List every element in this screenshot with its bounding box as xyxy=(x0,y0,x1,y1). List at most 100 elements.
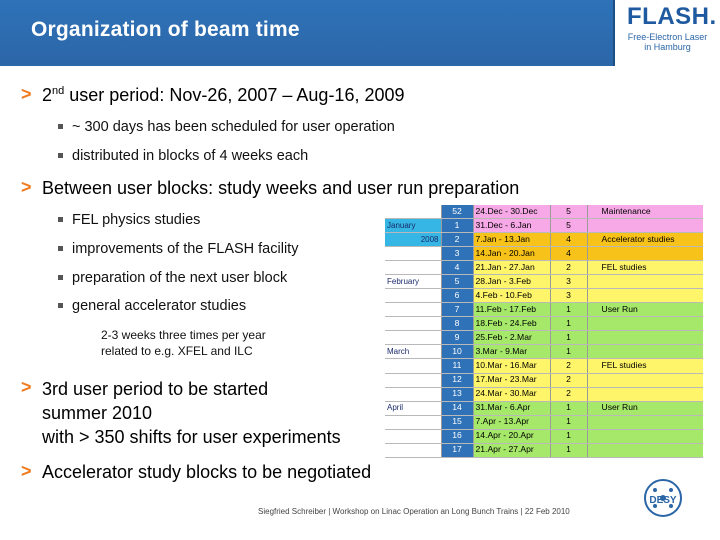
schedule-days-cell: 5 xyxy=(549,218,588,234)
schedule-dates-cell: 17.Mar - 23.Mar xyxy=(473,373,550,388)
third-period-line-1: 3rd user period to be started xyxy=(42,379,269,399)
sub-bullet-accelerator: general accelerator studies xyxy=(72,298,247,314)
schedule-row: 6 4.Feb - 10.Feb 3 xyxy=(385,288,703,304)
schedule-type-cell xyxy=(586,218,703,234)
schedule-dates-cell: 28.Jan - 3.Feb xyxy=(473,274,550,290)
schedule-week-cell: 6 xyxy=(440,288,474,304)
schedule-month-cell: 2008 xyxy=(385,232,441,248)
schedule-month-cell: January xyxy=(385,218,441,234)
square-bullet-icon xyxy=(58,217,63,222)
third-period-line-2: summer 2010 xyxy=(42,403,153,423)
schedule-type-cell xyxy=(586,246,703,262)
schedule-dates-cell: 7.Jan - 13.Jan xyxy=(473,232,550,248)
schedule-row: 12 17.Mar - 23.Mar 2 xyxy=(385,373,703,388)
slide-header: Organization of beam time FLASH. Free-El… xyxy=(0,0,720,66)
note-line-1: 2-3 weeks three times per year xyxy=(101,328,266,342)
third-period-line-3: with > 350 shifts for user experiments xyxy=(42,427,341,447)
schedule-month-cell: February xyxy=(385,274,441,290)
schedule-days-cell: 2 xyxy=(549,260,588,276)
schedule-type-cell xyxy=(586,288,703,304)
schedule-table: 52 24.Dec - 30.Dec 5 Maintenance January 1 31.… xyxy=(385,205,703,459)
schedule-type-cell xyxy=(586,330,703,346)
schedule-dates-cell: 24.Mar - 30.Mar xyxy=(473,387,550,402)
schedule-dates-cell: 14.Apr - 20.Apr xyxy=(473,429,550,444)
schedule-week-cell: 13 xyxy=(440,387,474,402)
schedule-days-cell: 1 xyxy=(549,330,588,346)
schedule-week-cell: 5 xyxy=(440,274,474,290)
schedule-dates-cell: 4.Feb - 10.Feb xyxy=(473,288,550,304)
schedule-row: 3 14.Jan - 20.Jan 4 xyxy=(385,246,703,262)
schedule-dates-cell: 3.Mar - 9.Mar xyxy=(473,344,550,360)
schedule-month-cell xyxy=(385,316,441,332)
schedule-month-cell xyxy=(385,387,441,402)
square-bullet-icon xyxy=(58,303,63,308)
schedule-row: April 14 31.Mar - 6.Apr 1 User Run xyxy=(385,401,703,416)
schedule-type-cell xyxy=(586,429,703,444)
schedule-days-cell: 1 xyxy=(549,429,588,444)
schedule-week-cell: 12 xyxy=(440,373,474,388)
schedule-week-cell: 8 xyxy=(440,316,474,332)
desy-logo-dot xyxy=(660,495,666,501)
schedule-type-cell xyxy=(586,316,703,332)
schedule-type-cell: Accelerator studies xyxy=(586,232,703,248)
ordinal-suffix: nd xyxy=(52,85,65,97)
square-bullet-icon xyxy=(58,124,63,129)
square-bullet-icon xyxy=(58,275,63,280)
slide-title: Organization of beam time xyxy=(31,18,300,41)
schedule-month-cell xyxy=(385,358,441,374)
ordinal-number: 2 xyxy=(42,85,53,105)
schedule-week-cell: 3 xyxy=(440,246,474,262)
bullet-accelerator-blocks: Accelerator study blocks to be negotiate… xyxy=(42,462,372,482)
footer-text: Siegfried Schreiber | Workshop on Linac … xyxy=(258,507,570,516)
schedule-month-cell xyxy=(385,288,441,304)
schedule-month-cell xyxy=(385,373,441,388)
schedule-week-cell: 7 xyxy=(440,302,474,318)
schedule-type-cell xyxy=(586,415,703,430)
bullet-third-period: 3rd user period to be started summer 201… xyxy=(42,377,341,449)
schedule-dates-cell: 31.Mar - 6.Apr xyxy=(473,401,550,416)
schedule-type-cell: User Run xyxy=(586,401,703,416)
bullet-arrow-icon: > xyxy=(21,461,32,481)
schedule-week-cell: 11 xyxy=(440,358,474,374)
logo-main: FLASH. xyxy=(627,3,717,30)
schedule-dates-cell: 21.Apr - 27.Apr xyxy=(473,443,550,459)
schedule-row: 2008 2 7.Jan - 13.Jan 4 Accelerator studies xyxy=(385,232,703,248)
bullet-between-blocks: Between user blocks: study weeks and use… xyxy=(42,178,520,198)
desy-logo-text: DESY xyxy=(649,495,677,506)
schedule-month-cell: March xyxy=(385,344,441,360)
schedule-days-cell: 1 xyxy=(549,344,588,360)
schedule-type-cell xyxy=(586,443,703,459)
schedule-month-cell xyxy=(385,246,441,262)
schedule-month-cell xyxy=(385,429,441,444)
schedule-days-cell: 2 xyxy=(549,373,588,388)
sub-bullet-improvements: improvements of the FLASH facility xyxy=(72,241,299,257)
schedule-week-cell: 2 xyxy=(440,232,474,248)
schedule-days-cell: 1 xyxy=(549,443,588,459)
sub-bullet-preparation: preparation of the next user block xyxy=(72,270,288,286)
schedule-dates-cell: 7.Apr - 13.Apr xyxy=(473,415,550,430)
desy-logo-dot xyxy=(669,504,673,508)
bullet-arrow-icon: > xyxy=(21,177,32,197)
logo-subtitle-line1: Free-Electron Laser xyxy=(627,32,708,42)
schedule-type-cell xyxy=(586,274,703,290)
square-bullet-icon xyxy=(58,246,63,251)
schedule-row: 16 14.Apr - 20.Apr 1 xyxy=(385,429,703,444)
schedule-type-cell xyxy=(586,387,703,402)
schedule-week-cell: 16 xyxy=(440,429,474,444)
schedule-days-cell: 3 xyxy=(549,274,588,290)
schedule-dates-cell: 14.Jan - 20.Jan xyxy=(473,246,550,262)
desy-logo-ring xyxy=(644,479,682,517)
schedule-days-cell: 1 xyxy=(549,401,588,416)
schedule-week-cell: 10 xyxy=(440,344,474,360)
schedule-dates-cell: 31.Dec - 6.Jan xyxy=(473,218,550,234)
schedule-row: 17 21.Apr - 27.Apr 1 xyxy=(385,443,703,459)
schedule-days-cell: 2 xyxy=(549,358,588,374)
studies-note: 2-3 weeks three times per year related t… xyxy=(101,327,266,359)
schedule-days-cell: 1 xyxy=(549,302,588,318)
sub-bullet-fel: FEL physics studies xyxy=(72,212,201,228)
sub-bullet-days: ~ 300 days has been scheduled for user o… xyxy=(72,119,395,135)
schedule-month-cell xyxy=(385,260,441,276)
schedule-row: February 5 28.Jan - 3.Feb 3 xyxy=(385,274,703,290)
schedule-week-cell: 52 xyxy=(440,205,474,219)
schedule-dates-cell: 21.Jan - 27.Jan xyxy=(473,260,550,276)
